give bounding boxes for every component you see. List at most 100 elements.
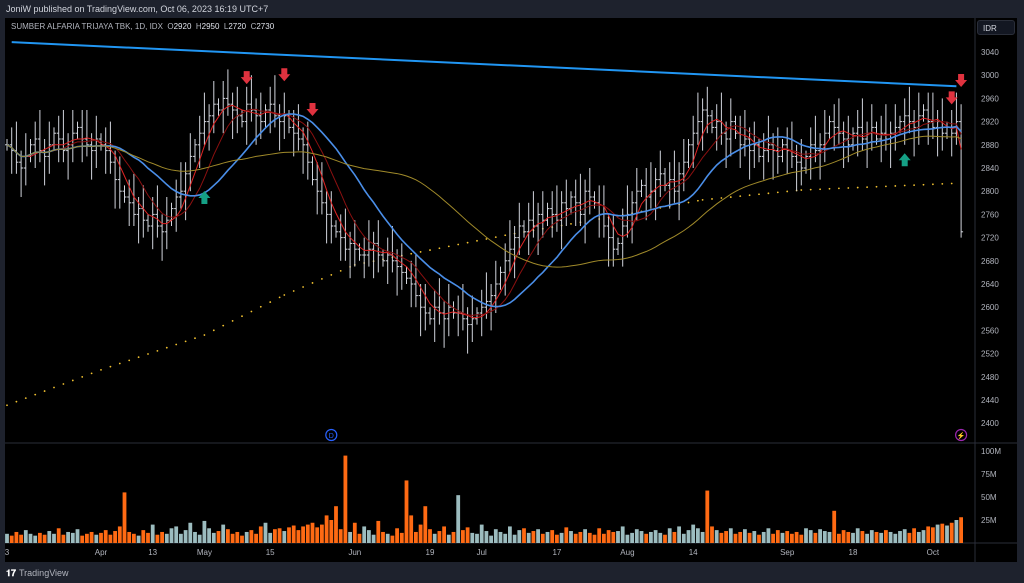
- ohlc-bar: [310, 156, 315, 186]
- ma-20-line: [6, 113, 962, 308]
- ohlc-bar: [202, 92, 207, 145]
- ohlc-bar: [545, 202, 550, 226]
- ohlc-bar: [663, 168, 667, 192]
- price-tick-label: 2720: [981, 234, 999, 243]
- ohlc-bar: [437, 278, 442, 325]
- volume-bar: [329, 520, 334, 543]
- ma200-dot: [748, 194, 751, 197]
- volume-bar: [658, 532, 663, 543]
- volume-bar: [61, 534, 66, 543]
- ohlc-bar: [639, 179, 644, 197]
- marker-label: D: [329, 433, 334, 440]
- volume-bar: [418, 524, 423, 543]
- open-label: O: [167, 22, 174, 31]
- volume-bar: [479, 524, 484, 543]
- ohlc-bar: [352, 220, 357, 267]
- volume-bar: [865, 533, 869, 543]
- volume-bar: [23, 530, 28, 543]
- ohlc-bar: [456, 295, 461, 337]
- ma200-dot: [184, 340, 187, 343]
- volume-bar: [555, 534, 559, 543]
- time-tick-label: Jun: [348, 548, 361, 557]
- volume-bar: [757, 534, 761, 543]
- publish-info: JoniW published on TradingView.com, Oct …: [6, 4, 269, 14]
- volume-bar: [616, 531, 620, 543]
- volume-bar: [493, 529, 498, 543]
- volume-bar: [211, 532, 216, 543]
- volume-bar: [827, 531, 832, 543]
- volume-bar: [536, 529, 540, 543]
- ohlc-bar: [780, 139, 785, 163]
- volume-bar: [310, 522, 315, 543]
- ma200-dot: [457, 243, 460, 246]
- ohlc-bar: [493, 260, 498, 313]
- volume-bar: [691, 524, 696, 543]
- volume-bar: [9, 535, 14, 543]
- ohlc-bar: [498, 266, 503, 290]
- volume-bar: [837, 533, 841, 543]
- ma200-dot: [950, 182, 953, 185]
- volume-bar: [484, 531, 489, 543]
- high-value: 2950: [201, 22, 220, 31]
- ma200-dot: [419, 251, 422, 253]
- trendline: [11, 41, 957, 88]
- ohlc-bar: [630, 191, 635, 244]
- volume-bar: [931, 527, 935, 543]
- currency-button[interactable]: IDR: [977, 20, 1015, 35]
- ma200-dot: [758, 193, 760, 196]
- ma200-dot: [701, 199, 704, 201]
- ohlc-bar: [362, 237, 367, 279]
- volume-bar: [667, 528, 672, 543]
- ohlc-bar: [9, 127, 14, 174]
- volume-bar: [367, 530, 371, 543]
- volume-bar: [442, 526, 446, 543]
- volume-bar: [296, 530, 301, 543]
- lightning-icon[interactable]: ⚡: [954, 428, 968, 442]
- ma200-dot: [330, 274, 333, 276]
- volume-bar: [945, 525, 949, 543]
- price-tick-label: 2440: [981, 396, 999, 405]
- volume-bar: [592, 534, 597, 543]
- ohlc-bar: [446, 284, 451, 337]
- ohlc-bar: [841, 121, 846, 168]
- ohlc-bar: [319, 162, 324, 215]
- ohlc-bar: [907, 86, 912, 134]
- ohlc-bar: [14, 121, 19, 174]
- volume-bar: [790, 533, 794, 543]
- ma200-dot: [156, 349, 159, 352]
- ma200-dot: [259, 305, 262, 308]
- ma200-dot: [875, 185, 878, 188]
- ohlc-bar: [554, 185, 559, 232]
- volume-bar: [362, 526, 367, 543]
- ohlc-bar: [667, 162, 672, 209]
- volume-bar: [85, 533, 89, 543]
- volume-bar: [916, 531, 921, 543]
- chart-area[interactable]: 3040 3000 2960 2920 2880 2840 2800 2760 2720 2680…: [5, 18, 1017, 562]
- dividend-icon[interactable]: D: [325, 428, 338, 442]
- ma200-dot: [71, 379, 74, 382]
- volume-bar: [696, 528, 700, 543]
- ma200-dot: [866, 186, 868, 189]
- ohlc-bar: [418, 284, 423, 337]
- ohlc-bar: [211, 81, 216, 134]
- volume-bar: [348, 531, 352, 543]
- volume-bar: [630, 532, 634, 543]
- ohlc-bar: [846, 115, 851, 163]
- ohlc-bar: [888, 121, 893, 168]
- volume-bar: [733, 533, 738, 543]
- ma200-dot: [90, 372, 93, 375]
- ohlc-bar: [47, 121, 52, 174]
- price-chart-svg[interactable]: 3040 3000 2960 2920 2880 2840 2800 2760 2720 2680…: [5, 18, 1017, 562]
- volume-bar: [399, 532, 404, 543]
- time-tick-label: Jul: [477, 548, 487, 557]
- symbol-name: SUMBER ALFARIA TRIJAYA TBK, 1D, IDX: [11, 22, 163, 31]
- ma200-dot: [311, 282, 314, 284]
- volume-bar: [583, 529, 587, 543]
- volume-bar: [56, 528, 61, 543]
- price-tick-label: 2880: [981, 141, 999, 150]
- volume-tick-label: 50M: [981, 493, 997, 502]
- ma200-dot: [175, 343, 178, 346]
- ohlc-bar: [75, 121, 80, 139]
- volume-bar: [545, 531, 550, 543]
- footer: 𝟏𝟕 TradingView: [6, 568, 69, 579]
